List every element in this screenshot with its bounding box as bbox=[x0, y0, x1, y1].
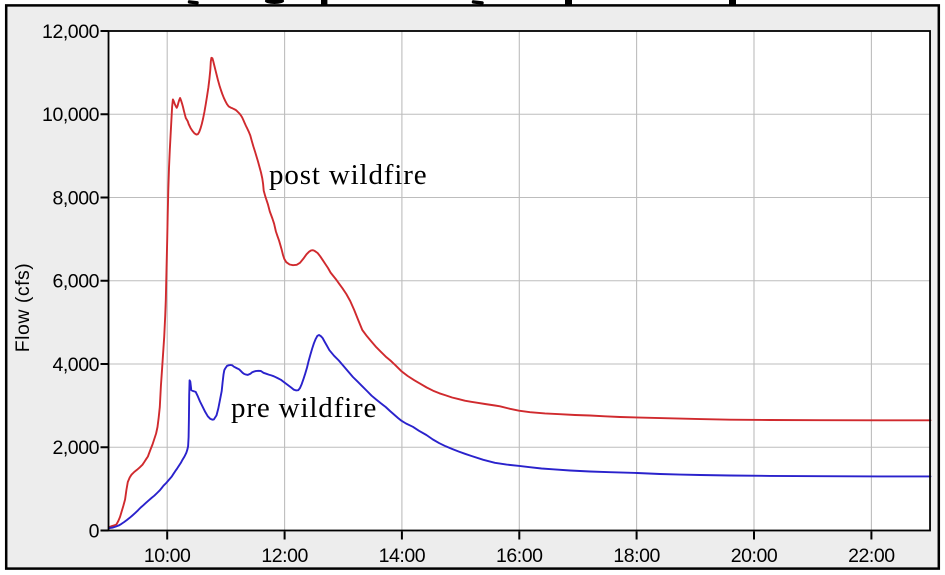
svg-text:10,000: 10,000 bbox=[42, 104, 100, 126]
svg-text:pre wildfire: pre wildfire bbox=[231, 392, 377, 424]
svg-text:12:00: 12:00 bbox=[261, 545, 308, 567]
svg-text:post wildfire: post wildfire bbox=[269, 159, 427, 191]
svg-text:8,000: 8,000 bbox=[52, 187, 99, 209]
svg-text:18:00: 18:00 bbox=[613, 545, 660, 567]
svg-text:20:00: 20:00 bbox=[731, 545, 778, 567]
svg-text:14:00: 14:00 bbox=[379, 545, 426, 567]
svg-text:16:00: 16:00 bbox=[496, 545, 543, 567]
svg-text:12,000: 12,000 bbox=[42, 21, 100, 43]
svg-text:4,000: 4,000 bbox=[52, 354, 99, 376]
svg-text:6,000: 6,000 bbox=[52, 271, 99, 293]
svg-text:2,000: 2,000 bbox=[52, 437, 99, 459]
svg-text:0: 0 bbox=[89, 520, 100, 542]
svg-text:Flow (cfs): Flow (cfs) bbox=[12, 263, 34, 353]
svg-text:10:00: 10:00 bbox=[144, 545, 191, 567]
svg-text:22:00: 22:00 bbox=[848, 545, 895, 567]
